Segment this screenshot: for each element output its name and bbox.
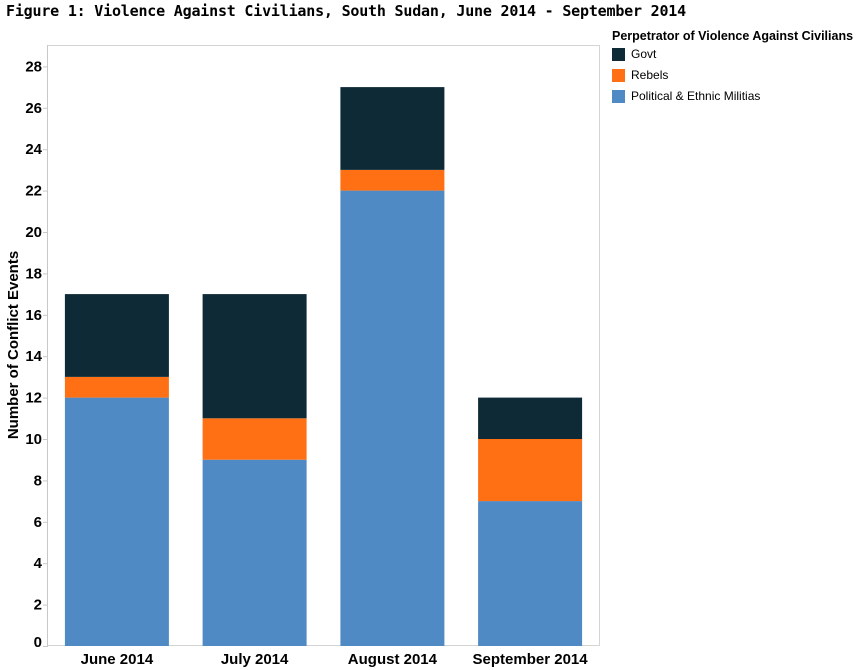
y-axis-title: Number of Conflict Events [5,251,22,439]
bar-june-2014-political-ethnic-militias[interactable] [64,397,169,646]
bar-june-2014-govt[interactable] [64,294,169,377]
bar-july-2014-govt[interactable] [202,294,307,419]
bar-august-2014-rebels[interactable] [340,169,445,191]
y-tick-label: 28 [25,58,42,75]
bar-september-2014-political-ethnic-militias[interactable] [478,501,583,646]
y-tick-label: 10 [25,431,42,448]
y-tick-label: 22 [25,183,42,200]
y-tick-label: 0 [34,634,42,651]
y-tick-label: 16 [25,307,42,324]
legend-label: Political & Ethnic Militias [631,89,761,103]
chart-title: Figure 1: Violence Against Civilians, So… [6,2,686,20]
legend-item-political-ethnic-militias[interactable]: Political & Ethnic Militias [612,86,853,106]
y-tick-label: 14 [25,348,42,365]
bar-august-2014-political-ethnic-militias[interactable] [340,190,445,646]
legend-swatch [612,47,625,61]
legend-label: Govt [631,47,657,61]
bar-july-2014-rebels[interactable] [202,418,307,460]
bar-august-2014-govt[interactable] [340,87,445,170]
bar-july-2014-political-ethnic-militias[interactable] [202,459,307,646]
y-tick-label: 12 [25,390,42,407]
legend-label: Rebels [631,68,669,82]
bar-september-2014-rebels[interactable] [478,439,583,502]
y-tick-label: 24 [25,141,42,158]
legend-item-rebels[interactable]: Rebels [612,65,853,85]
y-tick-label: 6 [34,514,42,531]
x-tick-label-september-2014: September 2014 [473,651,589,668]
legend-title: Perpetrator of Violence Against Civilian… [612,29,854,43]
y-tick-label: 2 [34,597,42,614]
bar-group [64,87,583,646]
legend-item-govt[interactable]: Govt [612,44,853,64]
legend-swatch [612,89,625,103]
legend-items: Govt Rebels Political & Ethnic Militias [612,44,853,106]
bar-june-2014-rebels[interactable] [64,376,169,398]
legend-swatch [612,68,625,82]
y-tick-label: 4 [34,555,43,572]
x-tick-label-august-2014: August 2014 [348,651,438,668]
y-tick-label: 18 [25,265,42,282]
legend: Perpetrator of Violence Against Civilian… [612,29,853,106]
x-tick-label-june-2014: June 2014 [81,651,154,668]
y-tick-label: 26 [25,100,42,117]
bar-september-2014-govt[interactable] [478,397,583,439]
x-tick-label-july-2014: July 2014 [221,651,289,668]
y-tick-label: 20 [25,224,42,241]
y-tick-label: 8 [34,472,42,489]
x-axis-labels: June 2014 July 2014 August 2014 September 2… [81,651,589,668]
